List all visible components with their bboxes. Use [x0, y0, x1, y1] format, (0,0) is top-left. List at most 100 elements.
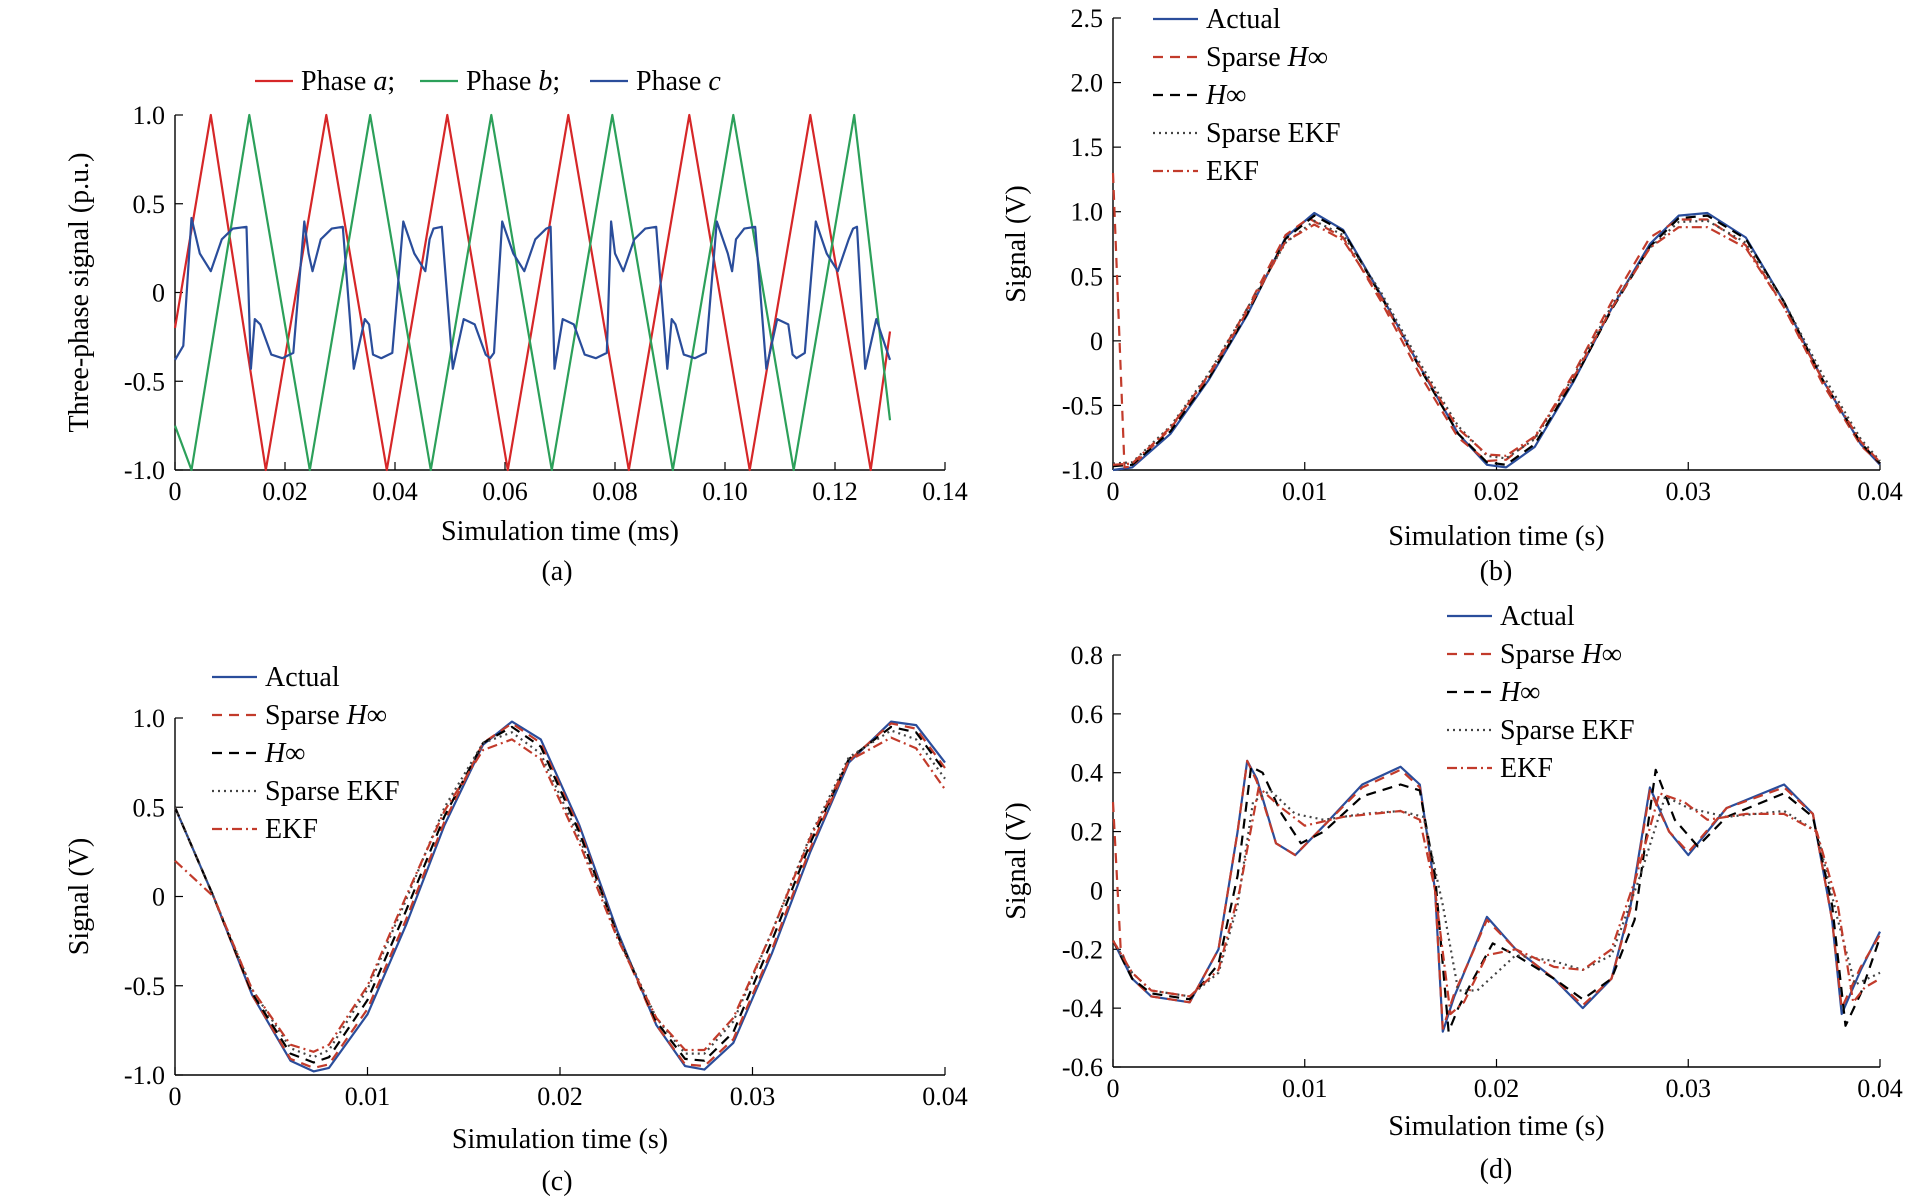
- panel-label: (d): [1480, 1154, 1513, 1185]
- y-tick-label: -0.2: [1062, 935, 1103, 964]
- y-tick-label: -1.0: [1062, 456, 1103, 485]
- x-tick-label: 0.04: [922, 1082, 968, 1111]
- series-line-actual: [1112, 211, 1881, 472]
- x-tick-label: 0.01: [345, 1082, 391, 1111]
- y-tick-label: 0.6: [1071, 700, 1104, 729]
- legend-label: Sparse EKF: [1500, 715, 1635, 746]
- x-tick-label: 0.10: [702, 477, 748, 506]
- x-tick-label: 0.02: [1474, 477, 1520, 506]
- series-line-h: [1112, 765, 1882, 1033]
- legend-label: EKF: [1500, 753, 1553, 784]
- y-axis-title: Three-phase signal (p.u.): [64, 153, 95, 433]
- x-tick-label: 0.01: [1282, 1074, 1328, 1103]
- legend-label: Sparse H∞: [1206, 42, 1328, 73]
- legend-label: Phase a;: [301, 66, 395, 97]
- panel-label: (a): [541, 556, 572, 587]
- y-tick-label: -0.5: [124, 972, 165, 1001]
- y-tick-label: -0.6: [1062, 1053, 1103, 1082]
- x-axis-title: Simulation time (ms): [441, 516, 679, 547]
- series-line-sparse-ekf: [1112, 789, 1881, 998]
- chart-panel-1: 0 0.02 0.04 0.06 0.08 0.10 0.12 0.14 -1.0 -0.5 0 0.…: [64, 66, 968, 587]
- panel-label: (c): [541, 1166, 572, 1197]
- panel-label: (b): [1480, 556, 1513, 587]
- legend-label: Sparse EKF: [1206, 118, 1341, 149]
- x-axis-title: Simulation time (s): [1388, 1111, 1604, 1142]
- legend-label: Actual: [265, 662, 340, 693]
- series-line-h: [1112, 214, 1881, 468]
- legend-label: EKF: [1206, 156, 1259, 187]
- series-line-phase-c: [174, 216, 892, 370]
- series-line-h: [173, 725, 946, 1064]
- x-tick-label: 0.01: [1282, 477, 1328, 506]
- x-axis-title: Simulation time (s): [1388, 521, 1604, 552]
- series-line-sparse-h: [1111, 759, 1881, 1030]
- y-tick-label: -1.0: [124, 456, 165, 485]
- y-tick-label: 0: [1090, 327, 1103, 356]
- y-axis-title: Signal (V): [1001, 802, 1032, 919]
- y-tick-label: 1.0: [133, 101, 166, 130]
- x-tick-label: 0: [1107, 1074, 1120, 1103]
- series-line-ekf: [174, 736, 946, 1053]
- legend-label: Sparse EKF: [265, 776, 400, 807]
- y-tick-label: 0: [1090, 876, 1103, 905]
- x-tick-label: 0.03: [1666, 1074, 1712, 1103]
- legend-label: H∞: [1205, 80, 1246, 111]
- x-tick-label: 0: [169, 1082, 182, 1111]
- y-axis-title: Signal (V): [64, 838, 95, 955]
- series-line-actual: [173, 720, 946, 1073]
- chart-panel-2: 0 0.01 0.02 0.03 0.04 -1.0 -0.5 0 0.5 1.0 1.5 2.0 2.…: [1001, 4, 1903, 587]
- x-tick-label: 0.04: [1857, 1074, 1903, 1103]
- series-line-sparse-ekf: [1112, 219, 1881, 465]
- y-tick-label: 1.0: [1071, 198, 1104, 227]
- x-axis-title: Simulation time (s): [452, 1124, 668, 1155]
- y-tick-label: 0: [152, 883, 165, 912]
- x-tick-label: 0: [1107, 477, 1120, 506]
- legend-label: Phase c: [636, 66, 721, 97]
- y-tick-label: -0.4: [1062, 994, 1103, 1023]
- series-line-sparse-h: [1111, 172, 1881, 469]
- y-tick-label: 2.5: [1071, 4, 1104, 33]
- x-tick-label: 0.02: [537, 1082, 583, 1111]
- y-axis-title: Signal (V): [1001, 185, 1032, 302]
- y-tick-label: 0.2: [1071, 818, 1104, 847]
- series-line-phase-b: [173, 113, 892, 472]
- y-tick-label: -0.5: [1062, 391, 1103, 420]
- legend-label: Actual: [1206, 4, 1281, 35]
- x-tick-label: 0.14: [922, 477, 968, 506]
- x-tick-label: 0.02: [262, 477, 308, 506]
- y-tick-label: 1.5: [1071, 133, 1104, 162]
- series-line-sparse-h: [173, 722, 946, 1069]
- x-tick-label: 0.02: [1474, 1074, 1520, 1103]
- legend-label: Sparse H∞: [265, 700, 387, 731]
- y-tick-label: 2.0: [1071, 69, 1104, 98]
- series-line-phase-a: [173, 113, 892, 472]
- legend-label: H∞: [264, 738, 305, 769]
- chart-panel-3: 0 0.01 0.02 0.03 0.04 -1.0 -0.5 0 0.5 1.0 Simulati…: [64, 662, 968, 1197]
- legend-label: H∞: [1499, 677, 1540, 708]
- y-tick-label: 0.5: [1071, 262, 1104, 291]
- y-tick-label: -1.0: [124, 1061, 165, 1090]
- x-tick-label: 0: [169, 477, 182, 506]
- series-line-ekf: [1112, 786, 1881, 1016]
- legend-label: Sparse H∞: [1500, 639, 1622, 670]
- x-tick-label: 0.08: [592, 477, 638, 506]
- legend-label: Phase b;: [466, 66, 560, 97]
- y-tick-label: 0: [152, 279, 165, 308]
- x-tick-label: 0.04: [372, 477, 418, 506]
- chart-panel-4: 0 0.01 0.02 0.03 0.04 -0.6 -0.4 -0.2 0 0.2 0.4 0.6 0…: [1001, 601, 1903, 1185]
- y-tick-label: 0.4: [1071, 759, 1104, 788]
- y-tick-label: 0.5: [133, 190, 166, 219]
- y-tick-label: 0.8: [1071, 641, 1104, 670]
- x-tick-label: 0.12: [812, 477, 858, 506]
- x-tick-label: 0.06: [482, 477, 528, 506]
- legend-label: Actual: [1500, 601, 1575, 632]
- y-tick-label: 0.5: [133, 793, 166, 822]
- x-tick-label: 0.03: [730, 1082, 776, 1111]
- x-tick-label: 0.03: [1666, 477, 1712, 506]
- y-tick-label: 1.0: [133, 704, 166, 733]
- legend-label: EKF: [265, 814, 318, 845]
- y-tick-label: -0.5: [124, 367, 165, 396]
- x-tick-label: 0.04: [1857, 477, 1903, 506]
